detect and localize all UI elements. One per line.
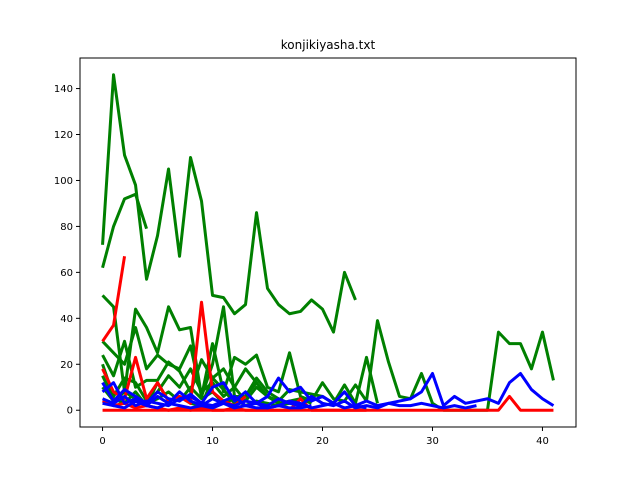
chart-title: konjikiyasha.txt xyxy=(281,38,376,52)
series-line-6 xyxy=(101,363,313,405)
series-line-16 xyxy=(102,399,312,410)
x-axis: 0 10 20 30 40 xyxy=(99,427,549,447)
series-line-15 xyxy=(101,394,367,410)
x-tick-label: 10 xyxy=(206,436,219,447)
y-axis: 0 20 40 60 80 100 120 140 xyxy=(54,84,80,417)
y-tick-label: 20 xyxy=(60,360,73,371)
x-tick-label: 30 xyxy=(426,436,439,447)
y-tick-label: 60 xyxy=(60,268,73,279)
x-tick-label: 40 xyxy=(536,436,549,447)
y-tick-label: 100 xyxy=(54,176,73,187)
series-line-1 xyxy=(101,73,357,334)
y-tick-label: 40 xyxy=(60,314,73,325)
series-layer xyxy=(101,73,555,412)
y-tick-label: 0 xyxy=(67,406,73,417)
series-line-2 xyxy=(101,192,148,269)
series-line-9 xyxy=(101,256,127,343)
x-tick-label: 20 xyxy=(316,436,329,447)
y-tick-label: 80 xyxy=(60,222,73,233)
series-line-14 xyxy=(101,381,477,410)
y-tick-label: 140 xyxy=(54,84,73,95)
y-tick-label: 120 xyxy=(54,130,73,141)
plot-frame xyxy=(79,57,577,428)
x-tick-label: 0 xyxy=(99,436,105,447)
